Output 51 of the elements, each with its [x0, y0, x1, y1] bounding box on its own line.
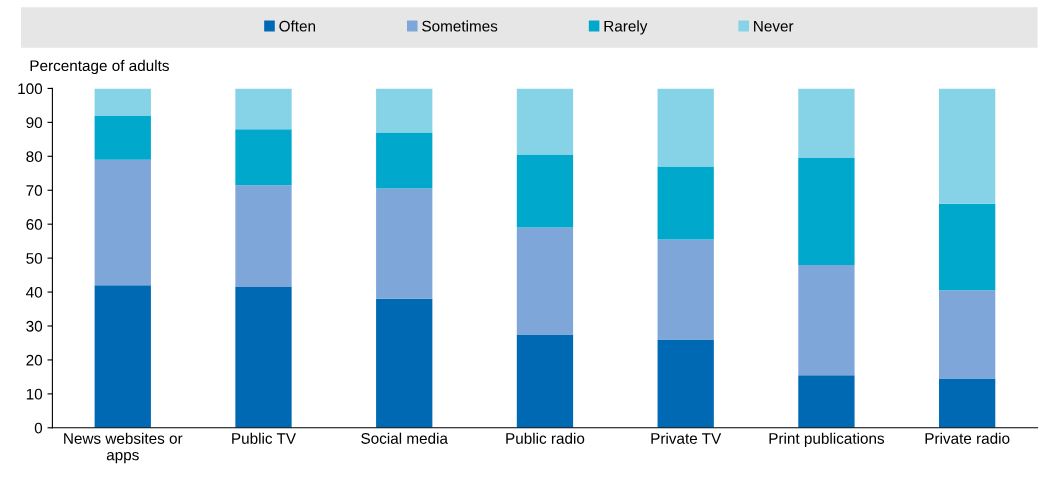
x-tick-label: News websites or apps	[64, 432, 183, 464]
x-tick-label: Private radio	[925, 432, 1010, 444]
bar	[798, 264, 855, 376]
bar	[657, 166, 714, 240]
y-tick-label: 90	[26, 117, 43, 129]
legend-label: Rarely	[604, 20, 648, 35]
legend-label: Often	[279, 20, 316, 32]
bar	[516, 154, 574, 228]
x-tick-label: Public TV	[232, 432, 296, 444]
bar	[94, 115, 151, 160]
bar	[94, 159, 151, 286]
bar	[376, 298, 433, 428]
bar	[376, 132, 433, 189]
bar	[657, 339, 714, 428]
bar	[798, 158, 855, 265]
y-tick-label: 20	[26, 354, 43, 366]
bar	[939, 203, 996, 291]
bar	[376, 88, 433, 133]
y-tick-label: 80	[26, 151, 43, 162]
bar	[939, 88, 996, 204]
bar	[235, 88, 292, 130]
bar	[516, 227, 574, 335]
y-tick-label: 70	[26, 185, 43, 196]
legend-label: Never	[754, 20, 794, 32]
x-tick-label: Print publications	[769, 432, 885, 447]
y-tick-label: 60	[26, 219, 43, 230]
bar	[94, 285, 151, 428]
y-tick-label: 50	[26, 252, 43, 264]
bar	[376, 188, 433, 299]
x-tick-label: Social media	[361, 432, 448, 444]
bar	[516, 334, 574, 428]
bar	[798, 375, 855, 428]
bar	[235, 286, 292, 428]
bar	[235, 129, 292, 186]
bar	[939, 378, 996, 428]
bar	[657, 239, 714, 340]
bar	[798, 88, 855, 158]
y-tick-label: 30	[26, 320, 43, 332]
y-axis-title: Percentage of adults	[30, 59, 169, 75]
legend-label: Sometimes	[422, 20, 498, 32]
bar	[939, 290, 996, 379]
x-tick-label: Private TV	[651, 432, 722, 444]
y-tick-label: 10	[26, 388, 43, 400]
y-tick-label: 100	[18, 83, 43, 95]
y-tick-label: 40	[26, 286, 43, 298]
y-tick-label: 0	[34, 422, 43, 434]
bar	[516, 88, 574, 155]
bar	[657, 88, 714, 167]
x-tick-label: Public radio	[506, 432, 585, 444]
bar	[94, 88, 151, 116]
bar	[235, 185, 292, 287]
